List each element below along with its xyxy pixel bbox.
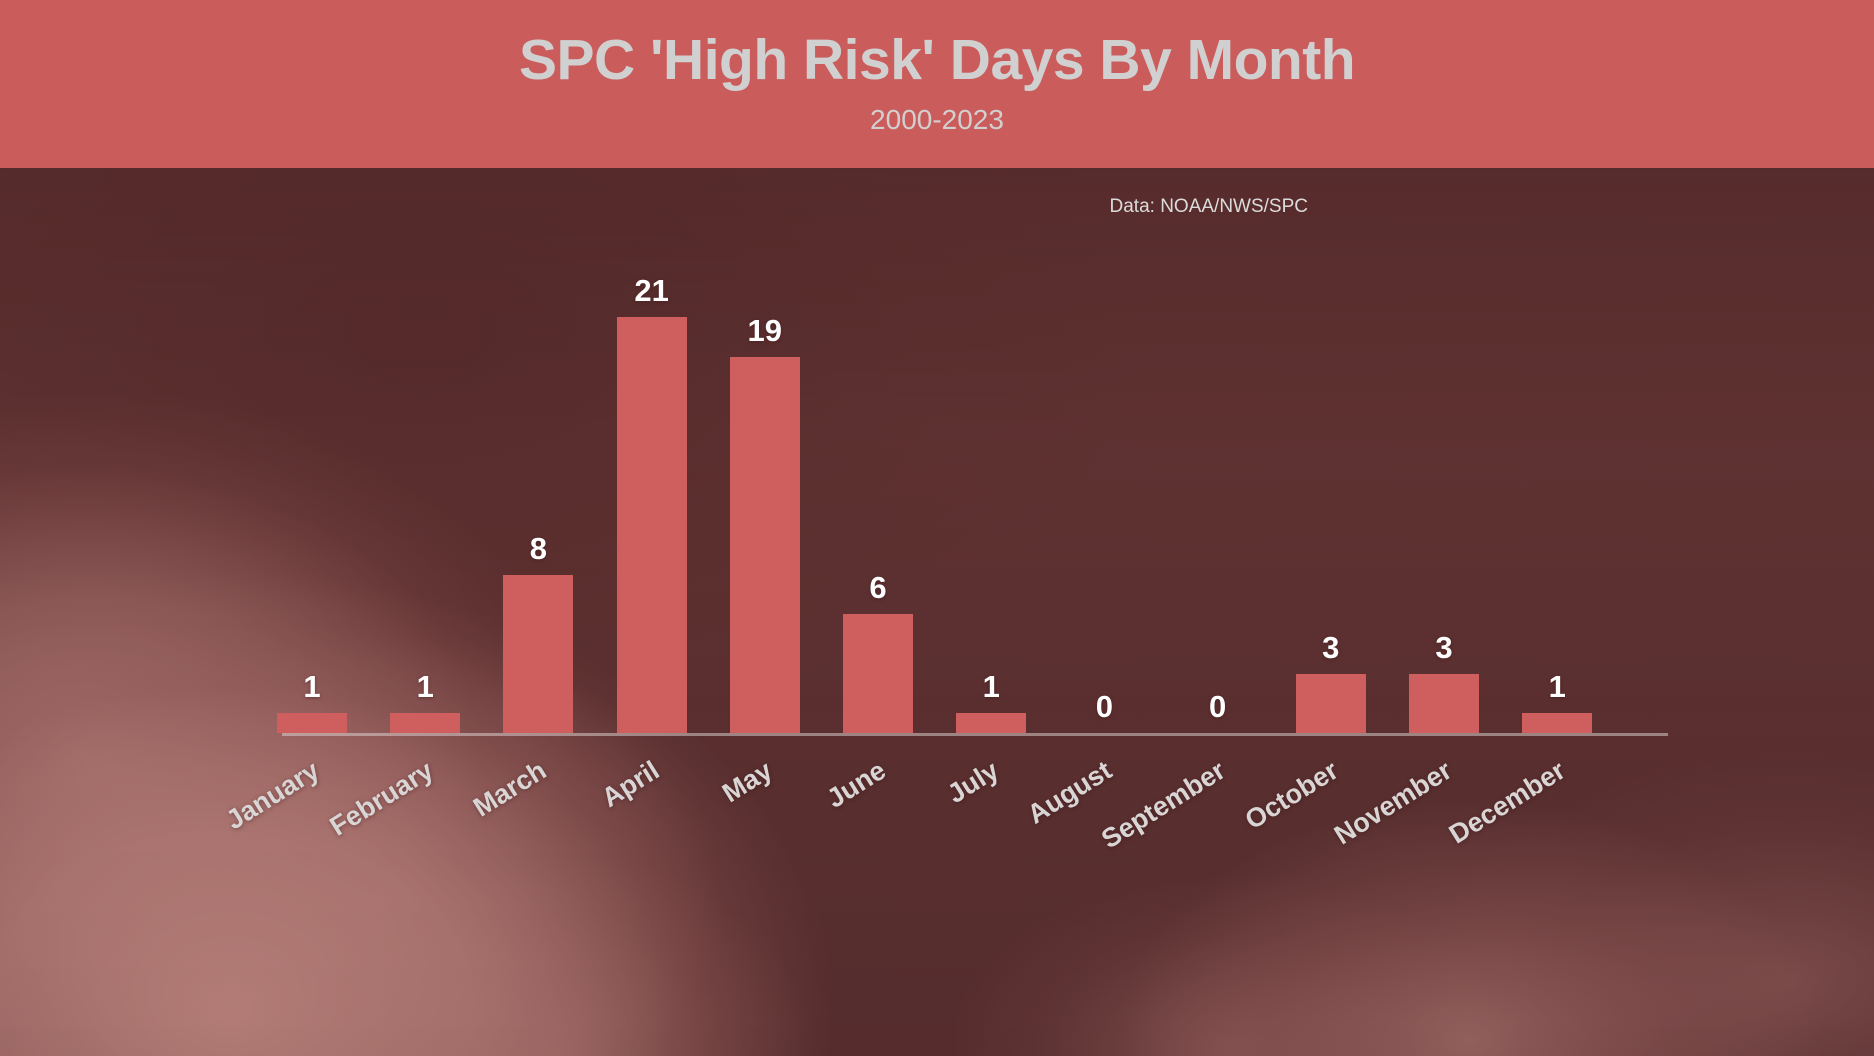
x-tick-label-april: April bbox=[596, 755, 665, 814]
bar-value-label: 1 bbox=[416, 669, 434, 705]
bar-october[interactable] bbox=[1295, 673, 1366, 733]
x-tick-label-slot: June bbox=[821, 749, 935, 949]
x-tick-label-slot: March bbox=[468, 749, 595, 949]
bar-group: 3 November bbox=[1329, 168, 1501, 1056]
x-tick-label-slot: January bbox=[221, 749, 369, 949]
bar-series: 1 January 1 February 8 March 21 April 19 May 6 June… bbox=[0, 168, 1874, 1056]
bar-value-label: 8 bbox=[529, 530, 548, 566]
x-tick-label-july: July bbox=[942, 755, 1005, 810]
x-tick-label-slot: October bbox=[1240, 749, 1388, 949]
bar-november[interactable] bbox=[1409, 673, 1479, 733]
bar-group: 6 June bbox=[821, 168, 935, 1056]
bar-value-label: 1 bbox=[303, 669, 321, 705]
x-tick-label-may: May bbox=[717, 755, 778, 809]
x-tick-label-slot: December bbox=[1443, 749, 1614, 949]
bar-value-label: 3 bbox=[1435, 629, 1453, 665]
x-tick-label-slot: July bbox=[934, 749, 1048, 949]
bar-value-label: 3 bbox=[1322, 629, 1340, 665]
bar-value-label: 19 bbox=[747, 312, 783, 348]
chart-header-band: SPC 'High Risk' Days By Month 2000-2023 bbox=[0, 0, 1874, 168]
bar-group: 0 September bbox=[1096, 168, 1275, 1056]
bar-group: 19 May bbox=[708, 168, 822, 1056]
bar-value-label: 21 bbox=[634, 273, 669, 309]
page-subtitle: 2000-2023 bbox=[870, 104, 1004, 135]
bar-value-label: 0 bbox=[1208, 689, 1227, 724]
bar-group: 1 December bbox=[1443, 168, 1614, 1056]
data-source-note: Data: NOAA/NWS/SPC bbox=[1109, 196, 1309, 217]
bar-group: 1 February bbox=[324, 168, 482, 1056]
bar-january[interactable] bbox=[277, 713, 347, 733]
bar-value-label: 1 bbox=[1548, 669, 1566, 705]
bar-group: 0 August bbox=[1023, 168, 1161, 1056]
x-tick-label-slot: August bbox=[1023, 749, 1161, 949]
x-tick-label-january: January bbox=[221, 755, 325, 836]
bar-group: 21 April bbox=[595, 168, 709, 1056]
bar-group: 1 January bbox=[221, 168, 369, 1056]
bar-group: 1 July bbox=[934, 168, 1048, 1056]
bar-june[interactable] bbox=[843, 614, 913, 733]
bar-july[interactable] bbox=[956, 713, 1027, 733]
x-tick-label-slot: September bbox=[1096, 749, 1275, 949]
x-tick-label-march: March bbox=[467, 755, 552, 823]
x-tick-label-slot: May bbox=[708, 749, 822, 949]
bar-december[interactable] bbox=[1522, 713, 1593, 733]
x-tick-label-slot: April bbox=[595, 749, 709, 949]
x-axis-line bbox=[282, 733, 1668, 736]
bar-april[interactable] bbox=[616, 317, 687, 733]
bar-value-label: 1 bbox=[982, 669, 1000, 705]
bar-may[interactable] bbox=[729, 356, 800, 733]
plot-area: 1 January 1 February 8 March 21 April 19 May 6 June… bbox=[0, 168, 1874, 1056]
x-tick-label-slot: November bbox=[1329, 749, 1501, 949]
bar-group: 3 October bbox=[1240, 168, 1388, 1056]
bar-march[interactable] bbox=[503, 574, 574, 733]
bar-february[interactable] bbox=[390, 713, 461, 733]
x-tick-label-slot: February bbox=[324, 749, 482, 949]
page-title: SPC 'High Risk' Days By Month bbox=[518, 28, 1356, 92]
bar-value-label: 6 bbox=[869, 570, 887, 606]
bar-group: 8 March bbox=[468, 168, 595, 1056]
x-tick-label-june: June bbox=[821, 755, 891, 814]
bar-value-label: 0 bbox=[1095, 689, 1114, 724]
